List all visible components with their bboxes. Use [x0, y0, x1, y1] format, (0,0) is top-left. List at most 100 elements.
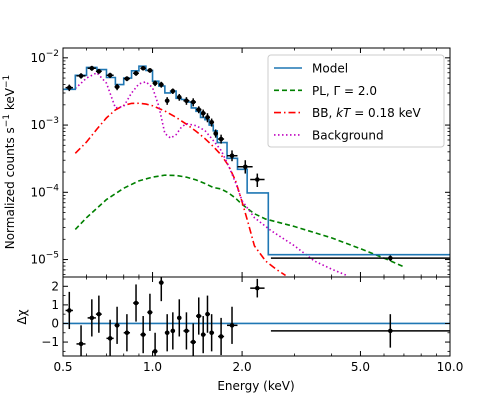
spectrum-y-axis-label: Normalized counts s−1 keV−1 — [2, 75, 17, 250]
data-marker — [158, 82, 164, 87]
residual-plot-area — [63, 277, 450, 356]
residual-y-axis-label: Δχ — [15, 309, 29, 324]
residual-marker — [164, 330, 170, 336]
residual-marker — [209, 330, 214, 336]
residual-marker — [96, 311, 102, 317]
res-y-tick-label: 2 — [51, 279, 59, 293]
data-point — [65, 84, 73, 92]
residual-marker — [388, 328, 393, 334]
residual-point — [170, 312, 176, 350]
residual-marker — [147, 310, 153, 315]
residual-point — [158, 277, 164, 302]
model-step-curve — [63, 65, 450, 256]
data-point — [114, 83, 120, 91]
data-point — [133, 70, 139, 76]
data-point — [237, 160, 253, 174]
residual-point — [209, 314, 215, 352]
data-marker — [255, 177, 260, 182]
residual-marker — [114, 323, 120, 328]
legend-label-pl: PL, Γ = 2.0 — [312, 84, 377, 98]
data-point — [170, 88, 176, 94]
residual-marker — [67, 308, 72, 313]
data-marker — [176, 94, 182, 100]
data-marker — [190, 99, 196, 105]
data-marker — [170, 88, 176, 94]
residual-point — [106, 319, 114, 356]
x-tick-label: 10.0 — [437, 360, 464, 374]
residual-marker — [184, 328, 189, 334]
legend: Model PL, Γ = 2.0 BB, kT = 0.18 keV Backgro… — [267, 54, 445, 148]
residual-marker — [205, 311, 210, 317]
residual-marker — [78, 341, 84, 347]
data-point — [106, 72, 114, 79]
residual-marker — [124, 330, 130, 336]
data-marker — [164, 98, 170, 104]
res-y-tick-label: 1 — [51, 298, 59, 312]
legend-box — [267, 54, 445, 148]
data-marker — [196, 107, 202, 112]
residual-marker — [200, 332, 206, 337]
data-marker — [213, 131, 218, 136]
data-point — [152, 80, 158, 87]
data-marker — [388, 255, 393, 261]
residual-point — [176, 299, 182, 337]
x-tick-label: 0.5 — [53, 360, 72, 374]
spectrum-panel: 10−5 10−4 10−3 10−2 Normalized counts s−1 k… — [2, 47, 451, 278]
data-point — [158, 81, 164, 88]
legend-label-bb: BB, kT = 0.18 keV — [312, 106, 421, 120]
residual-point — [183, 312, 190, 350]
bkg-curve — [74, 71, 348, 277]
residual-marker — [196, 313, 202, 319]
residual-marker — [190, 339, 196, 345]
residual-marker — [176, 315, 182, 321]
residual-point — [95, 295, 102, 333]
residual-point — [205, 295, 210, 333]
data-point — [205, 113, 210, 123]
residual-point — [140, 316, 146, 354]
data-marker — [152, 80, 158, 86]
spectrum-plot-area — [63, 65, 450, 277]
data-marker — [184, 98, 189, 104]
residual-point — [87, 299, 96, 337]
data-marker — [242, 164, 248, 170]
legend-label-model: Model — [312, 62, 348, 76]
data-point — [200, 109, 206, 118]
residual-point — [250, 278, 265, 298]
data-marker — [67, 85, 72, 90]
residual-marker — [89, 315, 95, 321]
x-tick-label: 1.0 — [143, 360, 162, 374]
residual-point — [114, 306, 120, 344]
res-y-tick-label: 0 — [51, 316, 59, 330]
data-marker — [140, 65, 146, 71]
residual-marker — [152, 349, 158, 354]
data-marker — [107, 72, 113, 78]
residual-point — [152, 332, 158, 356]
residual-marker — [158, 280, 164, 285]
data-point — [87, 65, 96, 71]
data-point — [270, 255, 450, 262]
data-point — [190, 98, 197, 107]
data-point — [95, 69, 102, 74]
residual-marker — [218, 334, 224, 339]
data-point — [227, 150, 238, 162]
residual-point — [200, 316, 206, 354]
data-marker — [229, 153, 235, 159]
data-marker — [209, 119, 214, 125]
residual-point — [270, 314, 450, 348]
data-point — [140, 65, 146, 71]
residual-marker — [229, 323, 235, 328]
data-point — [213, 129, 219, 138]
data-point — [250, 173, 265, 187]
data-point — [196, 106, 202, 114]
residual-point — [65, 291, 73, 330]
data-marker — [147, 68, 153, 73]
data-marker — [96, 69, 102, 74]
residual-point — [190, 323, 197, 356]
data-point — [123, 76, 131, 82]
data-point — [218, 134, 225, 144]
res-y-tick-label: −1 — [41, 335, 59, 349]
x-axis-label: Energy (keV) — [217, 379, 294, 393]
residual-axis-ticks: 0.5 1.0 2.0 5.0 10.0 −1 0 1 2 — [41, 277, 463, 374]
data-point — [183, 97, 190, 105]
residual-point — [123, 314, 131, 352]
